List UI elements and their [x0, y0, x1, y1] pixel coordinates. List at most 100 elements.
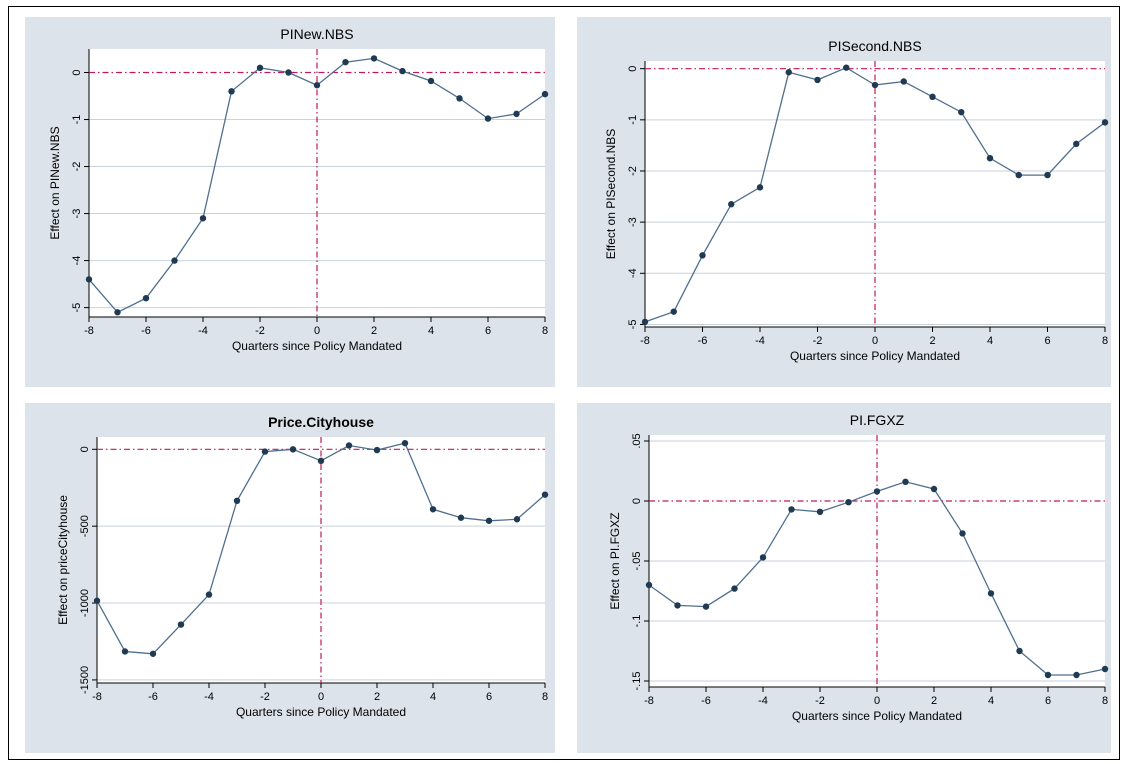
data-point: [427, 77, 435, 85]
data-point: [959, 530, 966, 537]
x-tick-label: 4: [988, 695, 994, 707]
data-point: [930, 485, 938, 493]
x-tick-label: -8: [84, 325, 94, 337]
data-point: [1044, 171, 1051, 179]
chart-title: PISecond.NBS: [828, 38, 921, 54]
y-tick-label: -5: [71, 303, 83, 313]
data-point: [93, 597, 101, 604]
y-tick-label: -500: [79, 515, 91, 537]
x-tick-label: 8: [542, 691, 548, 703]
data-point: [1073, 671, 1080, 679]
x-tick-label: -8: [644, 695, 654, 707]
x-tick-label: -4: [204, 691, 214, 703]
y-tick-label: -3: [627, 217, 639, 227]
data-point: [233, 497, 241, 505]
data-point: [261, 448, 269, 455]
chart-pinew-nbs: -8 -6 -4 -2 0 2 4 6 8 0 -1 -2 -3 -4 -5 PINew.NBS Quarter…: [25, 17, 555, 387]
x-tick-label: 4: [987, 335, 993, 347]
x-tick-label: -6: [141, 325, 151, 337]
data-point: [345, 442, 353, 449]
data-point: [541, 491, 549, 498]
x-tick-label: 4: [428, 325, 434, 337]
data-point: [902, 478, 909, 485]
data-point: [513, 110, 520, 118]
data-point: [513, 516, 521, 523]
data-point: [317, 457, 325, 465]
data-point: [342, 58, 349, 66]
data-point: [429, 506, 437, 513]
x-axis-label: Quarters since Policy Mandated: [790, 349, 960, 363]
data-point: [845, 499, 852, 506]
data-point: [843, 64, 850, 71]
data-point: [1016, 647, 1023, 655]
x-tick-label: -2: [260, 691, 270, 703]
data-point: [142, 294, 150, 302]
data-point: [149, 650, 157, 657]
x-tick-label: 0: [872, 335, 878, 347]
y-tick-label: -.05: [631, 552, 643, 571]
charts-svg: -8 -6 -4 -2 0 2 4 6 8 0 -1 -2 -3 -4 -5 PINew.NBS Quarter…: [25, 17, 1111, 753]
data-point: [457, 514, 465, 521]
y-tick-label: -4: [627, 268, 639, 278]
x-tick-label: 2: [931, 695, 937, 707]
data-point: [541, 90, 549, 98]
data-point: [177, 621, 185, 628]
data-point: [645, 581, 653, 589]
x-tick-label: -2: [815, 695, 825, 707]
y-axis-label: Effect on PI.FGXZ: [608, 512, 622, 609]
data-point: [814, 76, 821, 84]
x-tick-label: -2: [813, 335, 823, 347]
data-point: [816, 508, 824, 515]
y-tick-label: -.15: [631, 672, 643, 691]
y-axis-label: Effect on PISecond.NBS: [604, 129, 618, 260]
chart-title: Price.Cityhouse: [268, 414, 374, 430]
chart-pi-fgxz: -8 -6 -4 -2 0 2 4 6 8 .05 0 -.05 -.1 -.15 PI.FGXZ Quart…: [577, 403, 1111, 753]
data-point: [456, 95, 463, 102]
x-tick-label: -6: [148, 691, 158, 703]
x-tick-label: -2: [255, 325, 265, 337]
x-tick-label: -4: [755, 335, 765, 347]
data-point: [958, 108, 965, 116]
chart-pisecond-nbs: -8 -6 -4 -2 0 2 4 6 8 0 -1 -2 -3 -4 -5 PISecond.NBS Quar…: [577, 17, 1111, 387]
data-point: [788, 506, 795, 513]
data-point: [641, 318, 649, 326]
x-tick-label: -6: [698, 335, 708, 347]
data-point: [1073, 140, 1080, 148]
data-point: [485, 517, 493, 524]
data-point: [373, 446, 381, 454]
data-point: [987, 590, 995, 597]
x-tick-label: 8: [1102, 335, 1108, 347]
x-tick-label: 0: [318, 691, 324, 703]
data-point: [670, 308, 677, 315]
x-tick-label: 8: [542, 325, 548, 337]
y-tick-label: 0: [631, 498, 643, 504]
x-tick-label: -6: [701, 695, 711, 707]
x-axis-label: Quarters since Policy Mandated: [792, 709, 962, 723]
chart-price-cityhouse: -8 -6 -4 -2 0 2 4 6 8 0 -500 -1000 -1500 Price.Cityho…: [25, 403, 555, 753]
y-tick-label: 0: [627, 66, 639, 72]
data-point: [370, 55, 378, 62]
data-point: [114, 309, 121, 316]
data-point: [484, 115, 492, 122]
data-point: [702, 603, 710, 610]
y-axis-label: Effect on priceCityhouse: [56, 495, 70, 625]
y-tick-label: -2: [71, 162, 83, 172]
data-point: [205, 591, 213, 598]
y-tick-label: -1: [71, 115, 83, 125]
y-tick-label: 0: [71, 69, 83, 75]
data-point: [199, 215, 207, 222]
y-tick-label: -3: [71, 209, 83, 219]
data-point: [900, 78, 907, 85]
data-point: [986, 154, 994, 162]
data-point: [401, 439, 409, 447]
data-point: [1101, 119, 1109, 126]
x-tick-label: -4: [198, 325, 208, 337]
chart-title: PI.FGXZ: [850, 412, 905, 428]
data-point: [699, 252, 706, 259]
figure: -8 -6 -4 -2 0 2 4 6 8 0 -1 -2 -3 -4 -5 PINew.NBS Quarter…: [8, 6, 1120, 760]
y-tick-label: -2: [627, 166, 639, 176]
chart-title: PINew.NBS: [280, 26, 353, 42]
data-point: [731, 585, 738, 592]
data-point: [785, 69, 792, 76]
x-tick-label: 6: [1044, 335, 1050, 347]
